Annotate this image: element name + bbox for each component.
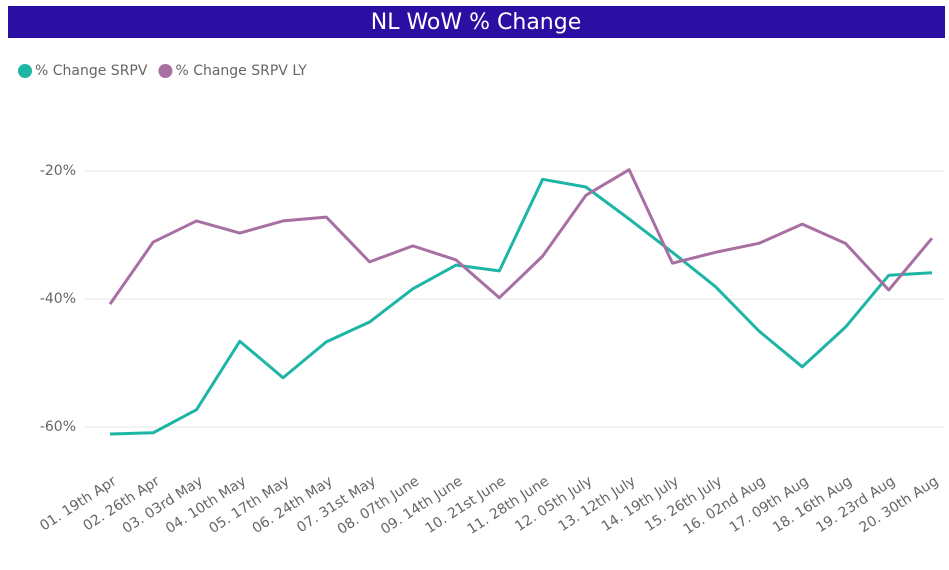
- series-line: [108, 168, 934, 305]
- title-bar: [8, 6, 945, 38]
- series-line: [109, 177, 933, 436]
- chart-title: NL WoW % Change: [371, 10, 582, 35]
- legend-marker: [18, 64, 32, 78]
- legend-label: % Change SRPV LY: [175, 63, 307, 79]
- legend-marker: [158, 64, 173, 78]
- y-tick-label: -20%: [40, 163, 76, 179]
- legend-label: % Change SRPV: [35, 63, 148, 79]
- y-tick-label: -60%: [40, 419, 76, 435]
- y-tick-label: -40%: [40, 291, 76, 307]
